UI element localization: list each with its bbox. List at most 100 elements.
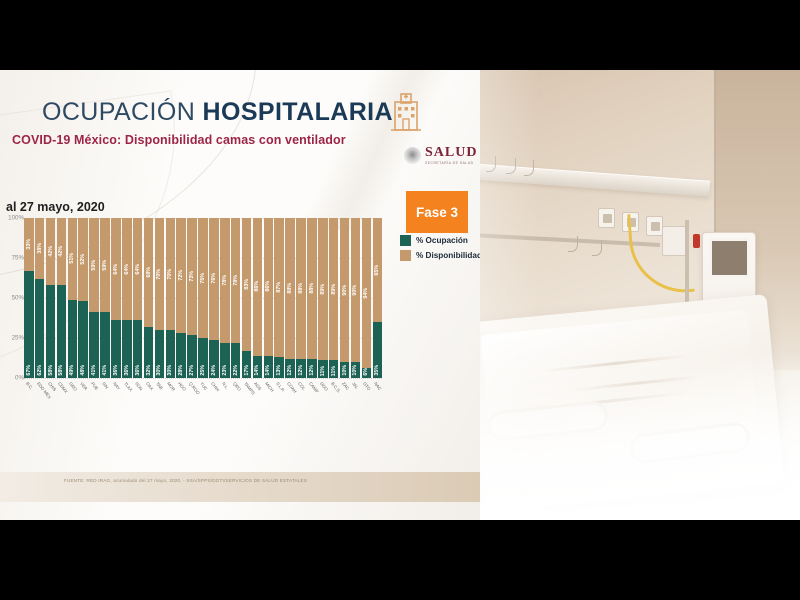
- x-axis-label-cell: VER: [78, 379, 88, 405]
- x-axis-labels: B.C. EDO MEX CHIS CDMX GRO VER PUE SIN NAY TLAX SO…: [24, 379, 383, 405]
- salud-logo: SALUD SECRETARÍA DE SALUD: [404, 146, 477, 165]
- x-axis-label: HGO: [177, 381, 188, 392]
- x-axis-label-cell: B.C.S.: [329, 379, 342, 405]
- bar-value-label: 64%: [134, 263, 141, 275]
- bar-segment-disponibilidad: 70%: [154, 218, 165, 330]
- bar-value-label: 59%: [91, 259, 98, 271]
- bar-column: 64% 36%: [132, 218, 143, 378]
- bar-column: 94% 6%: [361, 218, 372, 378]
- bar-column: 88% 12%: [307, 218, 317, 378]
- bar-column: 38% 62%: [34, 218, 45, 378]
- x-axis-label: SIN: [101, 381, 110, 390]
- bar-column: 86% 14%: [263, 218, 274, 378]
- bar-column: 70% 30%: [154, 218, 165, 378]
- bar-segment-disponibilidad: 76%: [209, 218, 219, 340]
- bar-value-label: 88%: [287, 283, 294, 294]
- x-axis-label: GTO: [362, 381, 373, 392]
- bar-column: 64% 36%: [111, 218, 121, 378]
- bar-segment-disponibilidad: 78%: [220, 218, 230, 343]
- bar-value-label: 70%: [167, 268, 174, 280]
- bar-value-label: 65%: [374, 264, 381, 276]
- bar-segment-disponibilidad: 90%: [350, 218, 361, 362]
- bar-value-label: 14%: [265, 365, 272, 376]
- bar-value-label: 68%: [145, 267, 152, 278]
- y-axis-tick: 100%: [8, 214, 24, 222]
- bar-segment-ocupacion: 58%: [45, 285, 56, 378]
- bar-value-label: 41%: [101, 365, 108, 376]
- stacked-bar-chart: 100% 75% 50% 25% 0% 33% 67% 38% 62% 42% 58% 42% 58%…: [8, 215, 383, 410]
- bar-segment-ocupacion: 41%: [100, 312, 110, 378]
- x-axis-label-cell: QRO: [231, 379, 242, 405]
- x-axis-label-cell: EDO MEX: [35, 379, 52, 405]
- bar-segment-disponibilidad: 51%: [67, 218, 78, 300]
- rail-hook: [592, 240, 602, 256]
- bar-value-label: 52%: [80, 254, 87, 265]
- x-axis-label-cell: TLAX: [122, 379, 134, 405]
- x-axis-label: TLAX: [122, 381, 134, 393]
- bar-segment-ocupacion: 11%: [328, 360, 339, 378]
- bar-value-label: 35%: [374, 365, 381, 376]
- x-axis-label: OAX: [144, 381, 155, 392]
- x-axis-label-cell: SON: [133, 379, 144, 405]
- phase-badge: Fase 3: [406, 191, 468, 233]
- bar-value-label: 62%: [36, 365, 43, 376]
- bar-column: 90% 10%: [350, 218, 361, 378]
- bar-value-label: 86%: [265, 281, 272, 293]
- x-axis-label-cell: CDMX: [57, 379, 69, 405]
- bar-column: 76% 24%: [209, 218, 219, 378]
- bar-value-label: 23%: [221, 365, 228, 376]
- bar-column: 59% 41%: [89, 218, 99, 378]
- bar-segment-ocupacion: 10%: [339, 362, 350, 378]
- x-axis-label-cell: HGO: [176, 379, 188, 405]
- rail-hook: [486, 156, 496, 172]
- x-axis-label-cell: YUC: [198, 379, 209, 405]
- rail-hook: [524, 160, 534, 176]
- bar-column: 88% 12%: [296, 218, 306, 378]
- bar-segment-ocupacion: 36%: [132, 320, 143, 378]
- bar-column: 75% 25%: [198, 218, 208, 378]
- bar-value-label: 86%: [254, 281, 261, 293]
- source-band: [0, 472, 480, 502]
- x-axis-label-cell: MICH: [264, 379, 275, 405]
- bar-value-label: 42%: [47, 246, 54, 257]
- bar-value-label: 94%: [363, 287, 370, 299]
- x-axis-label: YUC: [199, 381, 209, 392]
- bar-segment-disponibilidad: 90%: [339, 218, 350, 362]
- x-axis-label: B.C.: [24, 381, 34, 391]
- x-axis-label-cell: N.L.: [220, 379, 230, 405]
- x-axis-label-cell: NAY: [111, 379, 121, 405]
- bar-segment-ocupacion: 22%: [230, 342, 241, 378]
- page-title-bold: HOSPITALARIA: [202, 98, 393, 126]
- bar-value-label: 12%: [287, 365, 294, 376]
- legend-item-disponibilidad: % Disponibilidad: [400, 250, 480, 261]
- bar-value-label: 78%: [221, 275, 228, 286]
- bar-value-label: 36%: [134, 365, 141, 376]
- bar-value-label: 59%: [101, 259, 108, 271]
- bar-segment-disponibilidad: 52%: [78, 218, 88, 302]
- bar-value-label: 22%: [232, 365, 239, 376]
- bar-segment-ocupacion: 12%: [285, 358, 295, 378]
- x-axis-label-cell: GRO: [68, 379, 78, 405]
- bar-value-label: 73%: [189, 271, 196, 282]
- x-axis-label: COL: [297, 381, 307, 392]
- legend-item-ocupacion: % Ocupación: [400, 235, 480, 246]
- hospital-room-photo: Contigoal100: [480, 70, 800, 520]
- bar-segment-disponibilidad: 73%: [187, 218, 197, 335]
- x-axis-label: TAB: [155, 381, 165, 391]
- bar-segment-disponibilidad: 78%: [230, 218, 241, 343]
- x-axis-label: QRO: [231, 381, 242, 392]
- bar-segment-disponibilidad: 94%: [361, 218, 372, 369]
- bar-value-label: 64%: [112, 263, 119, 275]
- slide-date: al 27 mayo, 2020: [6, 200, 105, 214]
- chart-legend: % Ocupación % Disponibilidad: [400, 235, 480, 265]
- emergency-button: [693, 234, 700, 248]
- chart-bars: 33% 67% 38% 62% 42% 58% 42% 58% 51% 49% 52% 48% 59% 4…: [24, 218, 382, 378]
- x-axis-label-cell: ZAC: [340, 379, 350, 405]
- bar-value-label: 36%: [112, 365, 119, 376]
- photo-edge-fade-bottom: [480, 350, 800, 520]
- bar-value-label: 87%: [276, 282, 283, 293]
- bar-column: 70% 30%: [165, 218, 176, 378]
- bar-value-label: 12%: [298, 365, 305, 376]
- x-axis-label-cell: COAH: [285, 379, 298, 405]
- y-axis-tick: 50%: [11, 294, 24, 302]
